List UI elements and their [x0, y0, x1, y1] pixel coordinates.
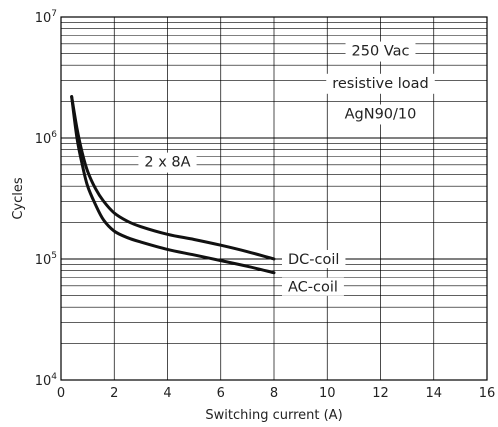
annotation-bg	[345, 41, 416, 62]
series-layer: DC-coil AC-coil	[70, 95, 346, 296]
annotation-text: AgN90/10	[345, 106, 417, 122]
grid-lines	[61, 17, 487, 380]
x-tick-label: 10	[319, 386, 336, 401]
annotation-bg	[338, 104, 423, 125]
annotation-text: 2 x 8A	[144, 155, 190, 171]
annotation-text: 250 Vac	[352, 44, 410, 60]
series-label: AC-coil	[288, 280, 338, 296]
series-label-bg	[282, 250, 346, 268]
annotation-text: resistive load	[332, 76, 429, 92]
annotation-layer: 250 Vac resistive load AgN90/10 2 x 8A	[138, 41, 435, 173]
annotation-bg	[138, 152, 197, 173]
annotation-bg	[326, 73, 435, 94]
y-tick-label: 104	[35, 372, 58, 389]
x-tick-label: 4	[163, 386, 171, 401]
x-tick-label: 6	[217, 386, 225, 401]
tick-labels: 0 2 4 6 8 10 12 14 16 104 105 106 107	[35, 9, 496, 401]
y-tick-label: 105	[35, 251, 57, 268]
x-tick-label: 14	[425, 386, 442, 401]
y-tick-label: 107	[35, 9, 57, 26]
series-line-1	[70, 95, 276, 261]
x-tick-label: 12	[372, 386, 389, 401]
x-tick-label: 0	[57, 386, 65, 401]
y-tick-label: 106	[35, 130, 58, 147]
x-tick-label: 16	[479, 386, 496, 401]
y-axis-label: Cycles	[11, 177, 26, 220]
series-label-bg	[282, 277, 344, 296]
x-tick-label: 8	[270, 386, 278, 401]
plot-frame	[60, 16, 488, 381]
series-label: DC-coil	[288, 252, 339, 268]
series-line-2	[70, 95, 276, 275]
x-axis-label: Switching current (A)	[205, 408, 342, 423]
x-tick-label: 2	[110, 386, 118, 401]
